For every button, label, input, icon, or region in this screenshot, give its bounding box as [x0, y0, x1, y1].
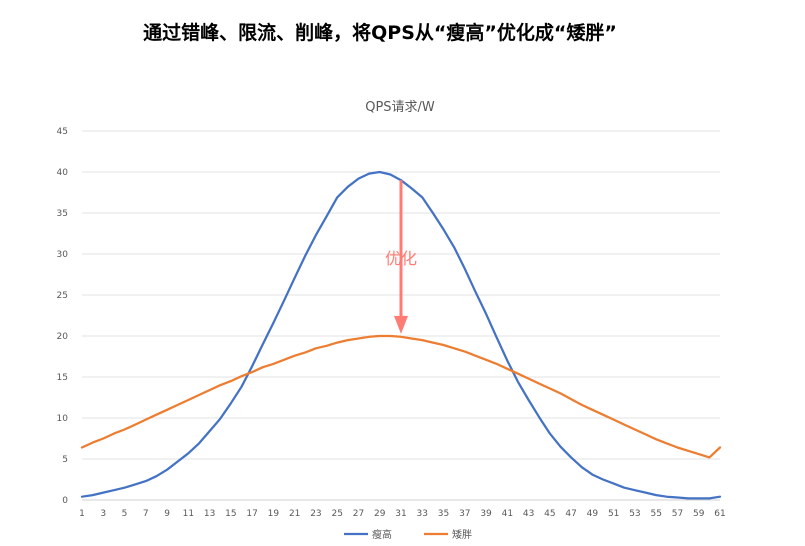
y-tick-label: 20	[57, 332, 69, 342]
y-tick-label: 25	[57, 291, 68, 301]
y-tick-label: 30	[57, 250, 69, 260]
y-tick-label: 10	[57, 414, 69, 424]
x-tick-label: 47	[565, 509, 576, 519]
y-tick-label: 5	[62, 455, 68, 465]
legend-label: 矮胖	[452, 529, 472, 541]
x-tick-label: 59	[693, 509, 705, 519]
x-tick-label: 57	[672, 509, 683, 519]
legend-item: 瘦高	[344, 528, 392, 541]
x-tick-label: 21	[289, 509, 300, 519]
x-tick-label: 43	[523, 509, 534, 519]
series-line	[80, 334, 722, 459]
y-tick-label: 45	[57, 127, 68, 137]
x-tick-label: 7	[143, 509, 149, 519]
x-tick-label: 41	[502, 509, 513, 519]
x-tick-label: 15	[225, 509, 236, 519]
x-tick-label: 61	[714, 509, 725, 519]
x-tick-label: 25	[331, 509, 342, 519]
x-tick-label: 1	[79, 509, 85, 519]
x-tick-label: 5	[122, 509, 128, 519]
legend: 瘦高 矮胖	[344, 528, 472, 541]
x-tick-label: 49	[587, 509, 599, 519]
x-tick-label: 13	[204, 509, 215, 519]
x-tick-label: 35	[438, 509, 449, 519]
y-tick-label: 40	[57, 168, 69, 178]
y-tick-label: 35	[57, 209, 68, 219]
x-tick-label: 53	[629, 509, 640, 519]
x-tick-label: 29	[374, 509, 386, 519]
page-title: 通过错峰、限流、削峰，将QPS从“瘦高”优化成“矮胖”	[143, 22, 617, 44]
x-tick-label: 37	[459, 509, 470, 519]
legend-item: 矮胖	[424, 529, 472, 541]
annotation: 优化	[385, 180, 417, 334]
y-axis-tick-labels: 0 5 10 15 20 25 30 35 40 45	[57, 127, 69, 506]
x-tick-label: 31	[395, 509, 406, 519]
x-tick-label: 39	[480, 509, 492, 519]
annotation-label: 优化	[385, 249, 417, 268]
annotation-arrow-head	[394, 315, 408, 334]
x-tick-label: 9	[164, 509, 170, 519]
x-tick-label: 55	[650, 509, 661, 519]
legend-label: 瘦高	[372, 528, 392, 541]
x-tick-label: 45	[544, 509, 555, 519]
y-tick-label: 15	[57, 373, 68, 383]
x-tick-label: 51	[608, 509, 619, 519]
x-tick-label: 3	[100, 509, 106, 519]
chart-title: QPS请求/W	[365, 100, 435, 115]
x-tick-label: 27	[353, 509, 364, 519]
x-tick-label: 33	[417, 509, 428, 519]
x-tick-label: 19	[268, 509, 280, 519]
x-tick-label: 23	[310, 509, 321, 519]
x-tick-label: 11	[183, 509, 194, 519]
x-axis-tick-labels: 1 3 5 7 9 11 13 15 17 19 21 23 25 27 29 31 33 35 37 39 41 43 4…	[79, 509, 726, 519]
series-short-wide	[80, 334, 722, 459]
x-tick-label: 17	[246, 509, 257, 519]
y-tick-label: 0	[62, 496, 68, 506]
